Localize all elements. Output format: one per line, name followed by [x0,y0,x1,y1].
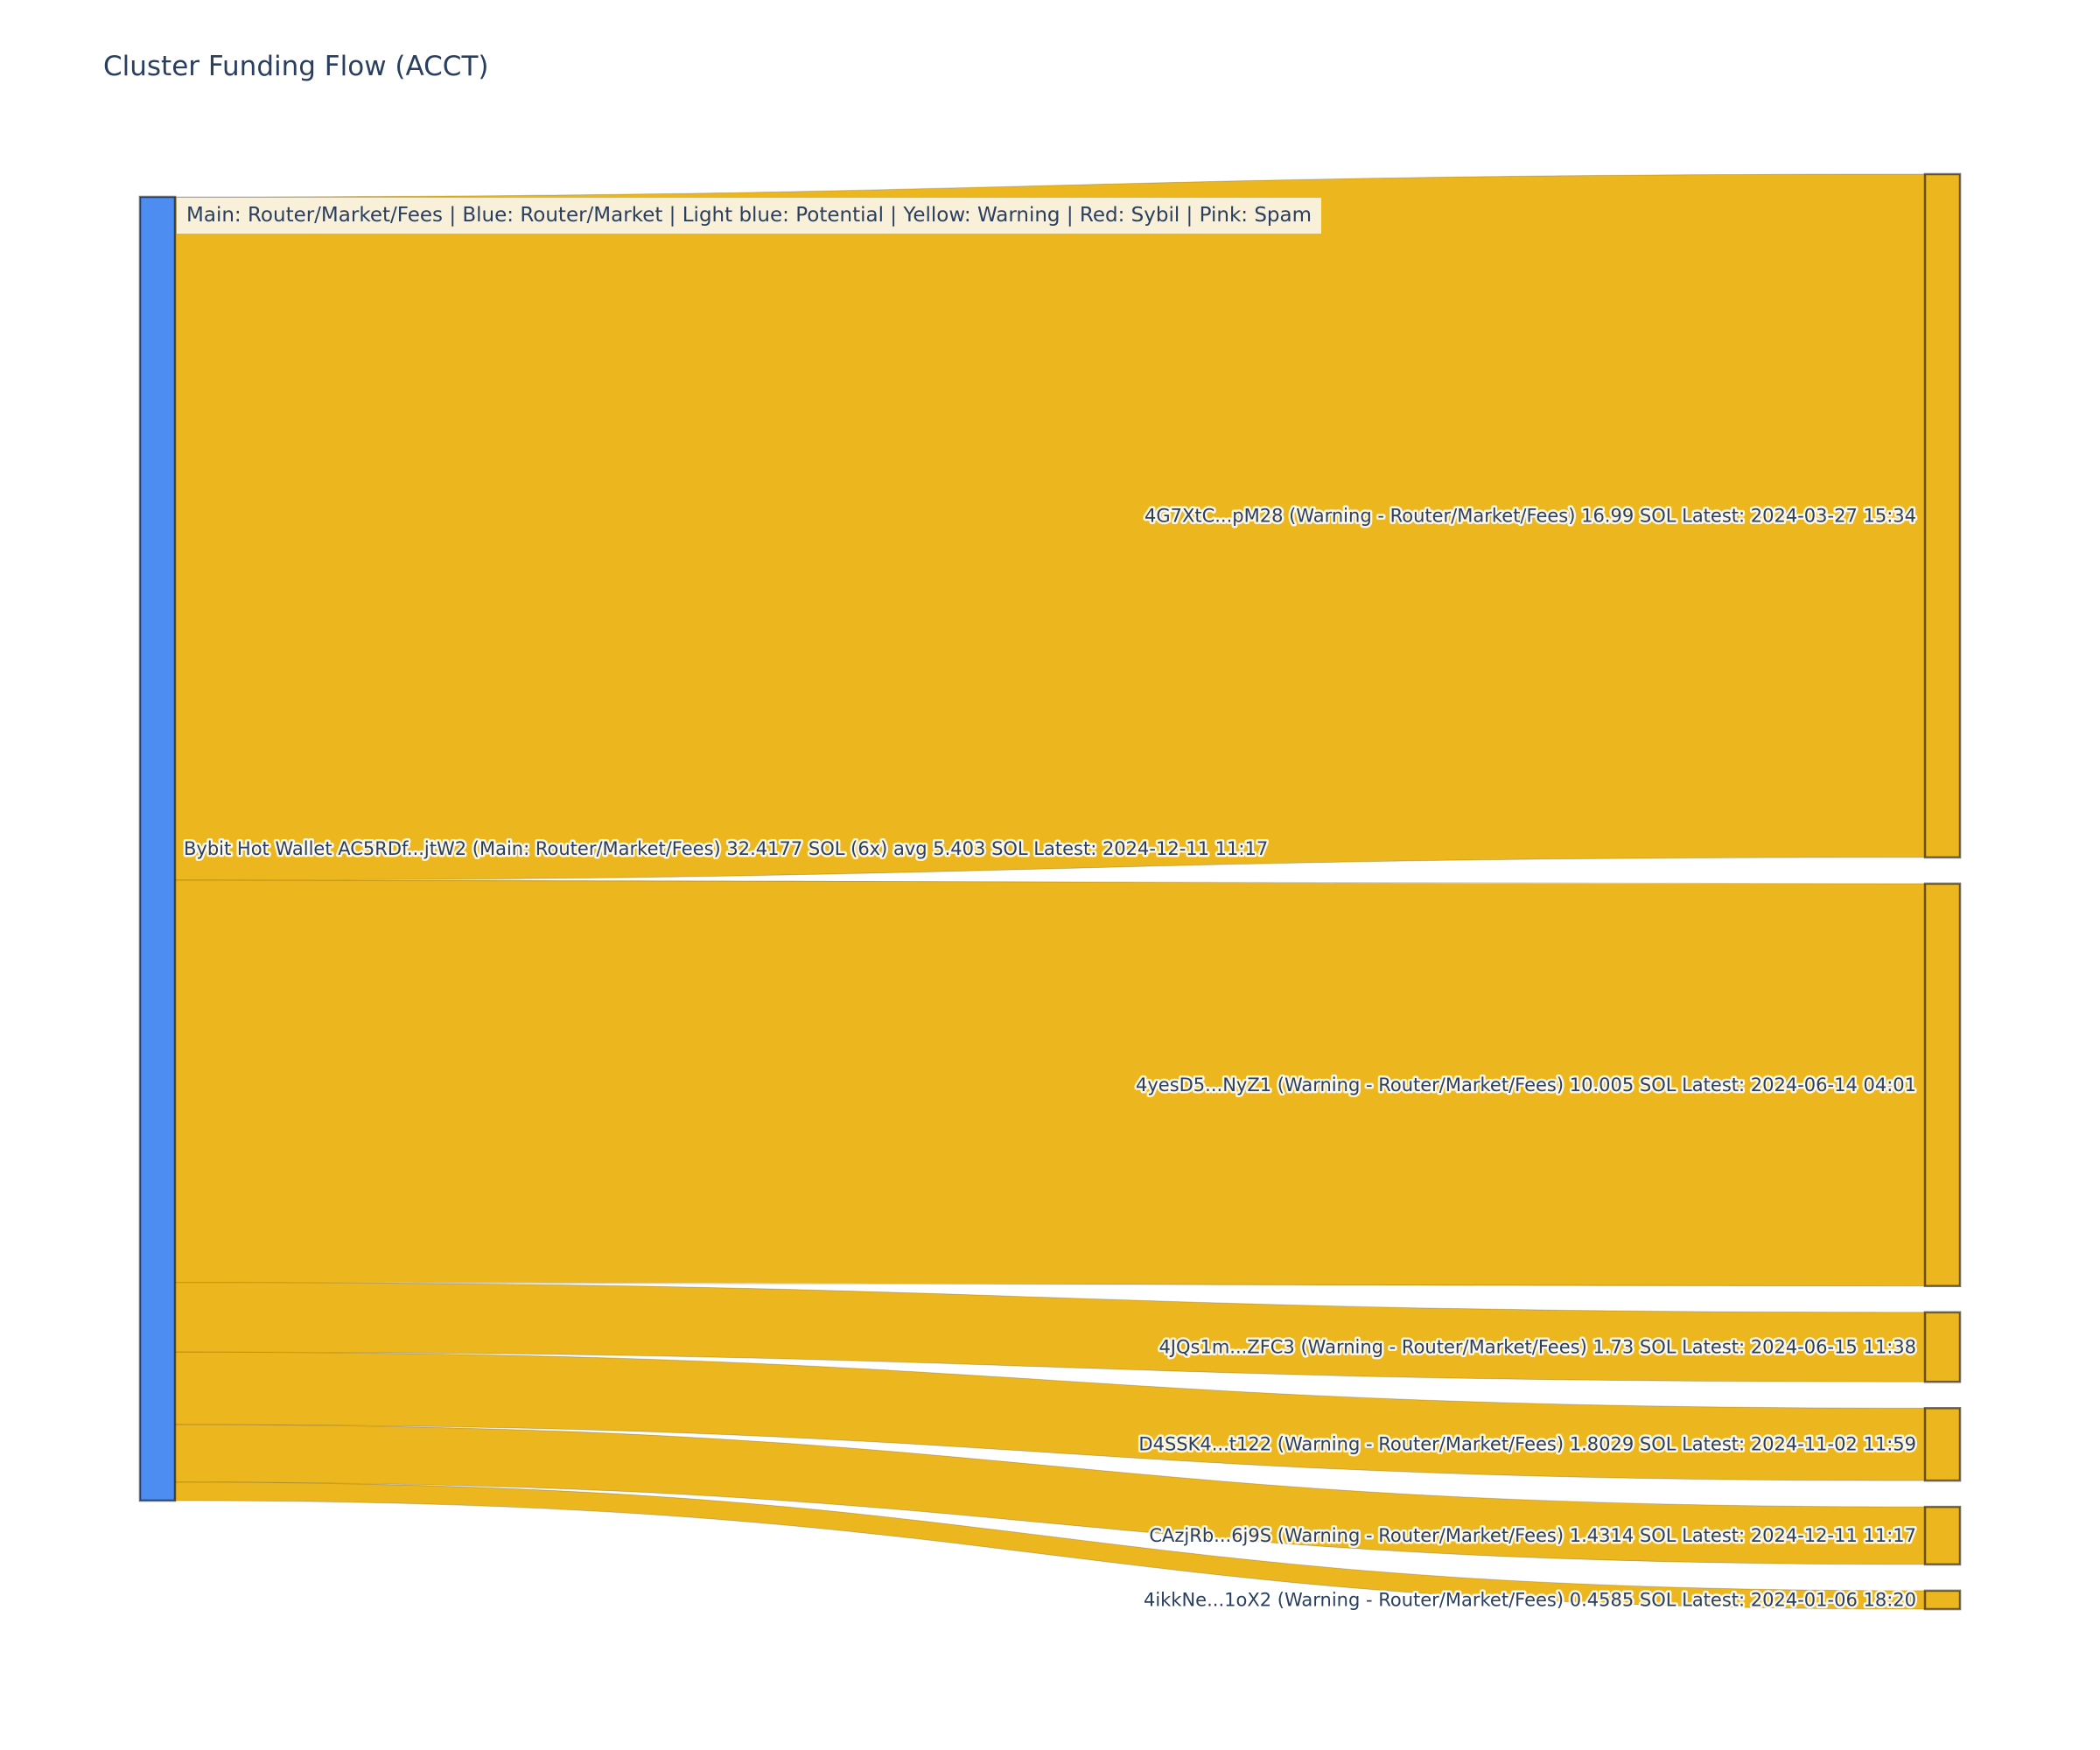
sankey-target-node-4G7XtC...pM28[interactable] [1923,172,1962,859]
target-node-label-4G7XtC...pM28: 4G7XtC...pM28 (Warning - Router/Market/F… [1144,505,1916,526]
sankey-target-node-4ikkNe...1oX2[interactable] [1923,1589,1962,1611]
sankey-target-node-4yesD5...NyZ1[interactable] [1923,882,1962,1288]
target-node-label-CAzjRb...6j9S: CAzjRb...6j9S (Warning - Router/Market/F… [1149,1525,1916,1546]
chart-title: Cluster Funding Flow (ACCT) [103,51,489,82]
source-node-label: Bybit Hot Wallet AC5RDf...jtW2 (Main: Ro… [184,838,1268,859]
sankey-target-node-CAzjRb...6j9S[interactable] [1923,1505,1962,1566]
sankey-target-node-D4SSK4...t122[interactable] [1923,1407,1962,1482]
legend-annotation: Main: Router/Market/Fees | Blue: Router/… [177,198,1322,234]
target-node-label-4ikkNe...1oX2: 4ikkNe...1oX2 (Warning - Router/Market/F… [1144,1589,1916,1610]
target-node-label-4JQs1m...ZFC3: 4JQs1m...ZFC3 (Warning - Router/Market/F… [1158,1337,1916,1358]
sankey-target-node-4JQs1m...ZFC3[interactable] [1923,1311,1962,1383]
target-node-label-4yesD5...NyZ1: 4yesD5...NyZ1 (Warning - Router/Market/F… [1136,1074,1916,1096]
target-node-label-D4SSK4...t122: D4SSK4...t122 (Warning - Router/Market/F… [1138,1434,1916,1455]
sankey-link-4G7XtC...pM28[interactable] [174,173,1926,881]
sankey-source-node[interactable] [138,195,177,1502]
